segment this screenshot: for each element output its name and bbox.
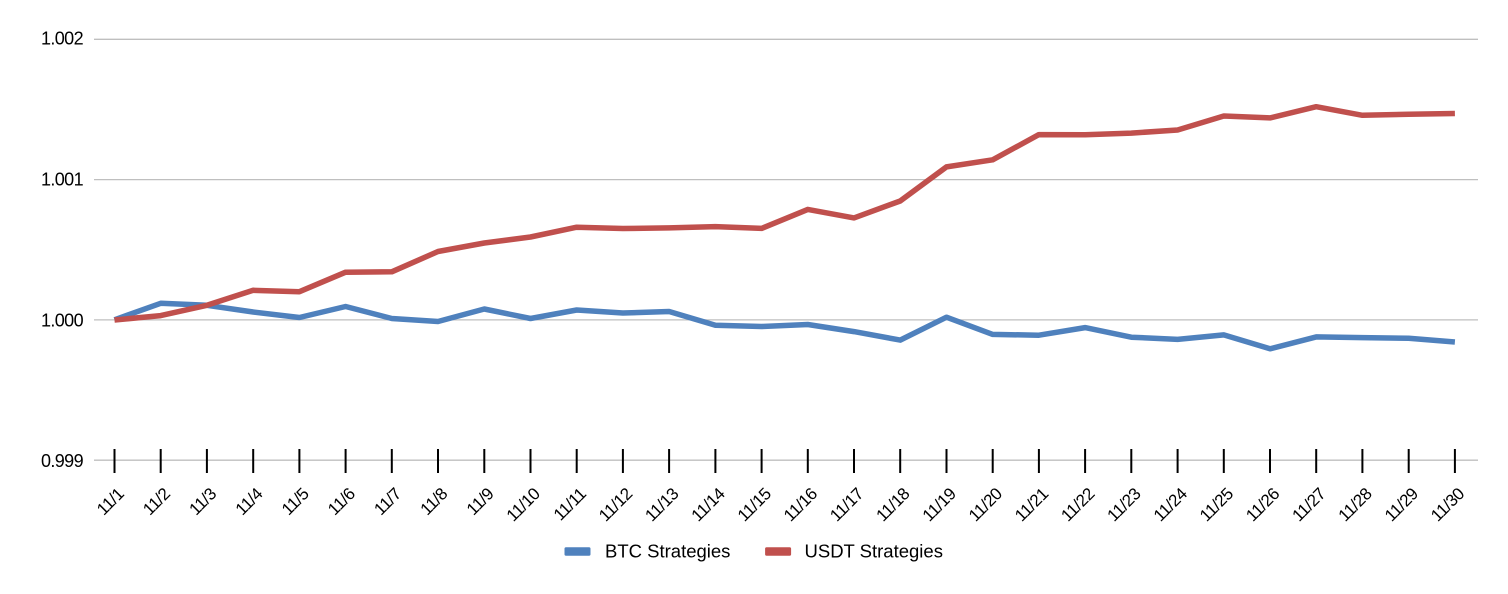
svg-text:11/1: 11/1 [93,484,128,519]
svg-text:11/17: 11/17 [826,484,867,525]
svg-text:11/2: 11/2 [139,484,174,519]
svg-text:BTC Strategies: BTC Strategies [605,541,730,562]
svg-text:11/10: 11/10 [503,484,544,525]
svg-text:11/23: 11/23 [1104,484,1145,525]
svg-text:11/26: 11/26 [1242,484,1283,525]
svg-text:11/30: 11/30 [1427,484,1468,525]
svg-text:11/11: 11/11 [550,484,590,524]
svg-text:11/18: 11/18 [872,484,913,525]
svg-text:11/29: 11/29 [1381,484,1422,525]
svg-text:0.999: 0.999 [41,451,84,471]
svg-text:11/24: 11/24 [1150,484,1191,525]
svg-text:11/4: 11/4 [232,484,267,519]
svg-text:11/15: 11/15 [734,484,775,525]
svg-text:11/5: 11/5 [278,484,313,519]
svg-text:11/12: 11/12 [595,484,636,525]
svg-text:11/3: 11/3 [186,484,221,519]
svg-text:11/9: 11/9 [463,484,498,519]
svg-text:11/16: 11/16 [780,484,821,525]
svg-text:11/25: 11/25 [1196,484,1237,525]
svg-text:11/22: 11/22 [1057,484,1098,525]
svg-text:USDT Strategies: USDT Strategies [805,541,943,562]
svg-text:11/8: 11/8 [417,484,452,519]
svg-text:11/21: 11/21 [1011,484,1052,525]
svg-text:11/14: 11/14 [688,484,729,525]
svg-text:11/13: 11/13 [641,484,682,525]
svg-text:1.001: 1.001 [41,169,84,189]
svg-text:11/27: 11/27 [1288,484,1329,525]
svg-text:1.000: 1.000 [41,311,84,331]
svg-text:11/28: 11/28 [1335,484,1376,525]
svg-text:11/6: 11/6 [324,484,359,519]
svg-text:11/20: 11/20 [965,484,1006,525]
svg-text:11/19: 11/19 [919,484,960,525]
svg-text:1.002: 1.002 [41,28,84,48]
svg-text:11/7: 11/7 [370,484,405,519]
